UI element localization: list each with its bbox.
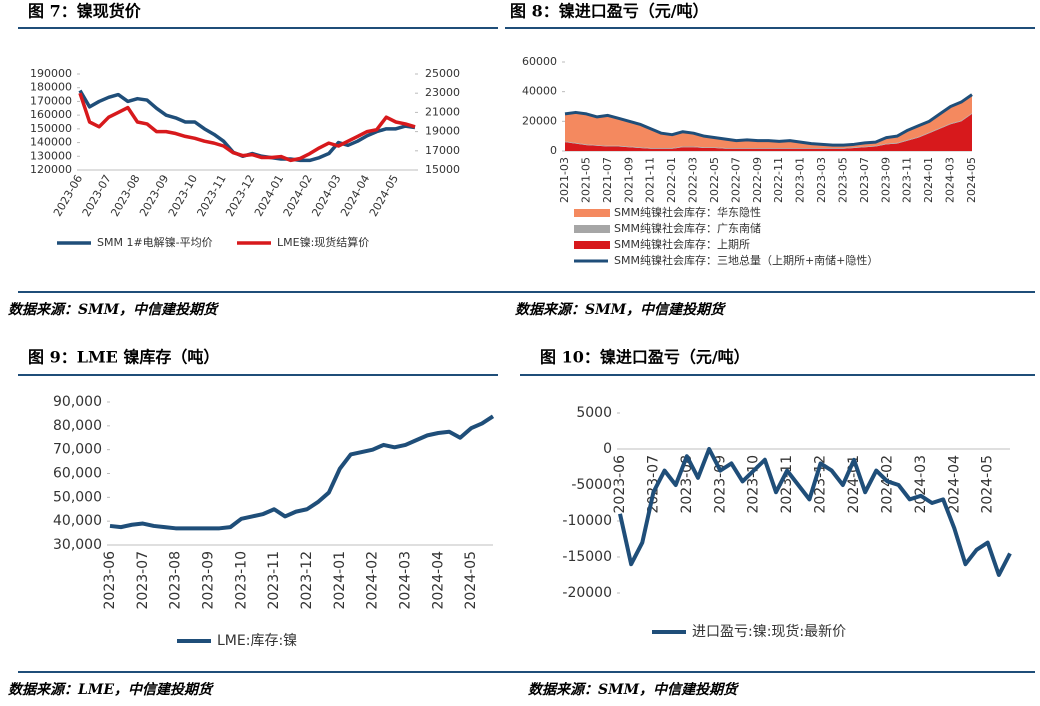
- chart-title: 图 8：镍进口盈亏（元/吨）: [510, 2, 709, 21]
- x-tick-label: 2024-02: [879, 455, 895, 514]
- chart-title: 图 10：镍进口盈亏（元/吨）: [540, 348, 750, 367]
- y-tick-label: 150000: [30, 122, 72, 135]
- x-tick-label: 2023-01: [794, 157, 807, 203]
- legend-label: SMM纯镍社会库存：三地总量（上期所+南储+隐性）: [614, 253, 878, 267]
- x-tick-label: 2024-05: [463, 551, 479, 610]
- x-tick-label: 2024-04: [946, 455, 962, 514]
- legend-label: 进口盈亏:镍:现货:最新价: [692, 623, 846, 640]
- legend-label: SMM纯镍社会库存：华东隐性: [614, 205, 761, 219]
- y-tick-label: 70,000: [53, 442, 102, 458]
- y-tick-label: 40000: [522, 85, 557, 98]
- x-tick-label: 2023-11: [779, 455, 795, 514]
- x-tick-label: 2023-06: [102, 551, 118, 610]
- source: 数据来源：SMM，中信建投期货: [528, 681, 739, 698]
- chart-title: 图 7：镍现货价: [28, 2, 142, 21]
- x-tick-label: 2022-01: [665, 157, 678, 203]
- area: [565, 113, 972, 151]
- y-tick-label: -20000: [562, 585, 612, 601]
- x-tick-label: 2023-12: [299, 551, 315, 610]
- x-tick-label: 2021-05: [579, 157, 592, 203]
- x-tick-label: 2021-09: [622, 157, 635, 203]
- line: [618, 447, 1012, 577]
- x-tick-label: 2023-07: [645, 455, 661, 514]
- x-tick-label: 2024-05: [965, 157, 978, 203]
- line: [78, 92, 416, 163]
- y-tick-label: 0: [603, 441, 612, 457]
- x-tick-label: 2023-11: [901, 157, 914, 203]
- x-tick-label: 2023-10: [233, 551, 249, 610]
- x-tick-label: 2022-07: [729, 157, 742, 203]
- x-tick-label: 2023-05: [836, 157, 849, 203]
- y-tick-label: 60000: [522, 55, 557, 68]
- x-tick-label: 2021-11: [644, 157, 657, 203]
- x-tick-label: 2023-09: [200, 551, 216, 610]
- chart-title: 图 9：LME 镍库存（吨）: [28, 348, 219, 367]
- source: 数据来源：SMM，中信建投期货: [8, 301, 219, 318]
- y-tick-label: 160000: [30, 108, 72, 121]
- y-tick-label: 60,000: [53, 466, 102, 482]
- x-tick-label: 2024-03: [397, 551, 413, 610]
- x-tick-label: 2023-07: [858, 157, 871, 203]
- x-tick-label: 2021-07: [601, 157, 614, 203]
- y-tick-label: -10000: [562, 513, 612, 529]
- line: [109, 414, 495, 531]
- y-tick-label: 190000: [30, 67, 72, 80]
- y-tick-label: 130000: [30, 149, 72, 162]
- y-tick-label: 0: [550, 144, 557, 157]
- y-tick-label: 40,000: [53, 513, 102, 529]
- y-tick-label: 17000: [425, 144, 460, 157]
- x-tick-label: 2024-03: [944, 157, 957, 203]
- x-tick-label: 2023-07: [135, 551, 151, 610]
- x-tick-label: 2024-01: [922, 157, 935, 203]
- x-tick-label: 2024-03: [913, 455, 929, 514]
- x-tick-label: 2023-08: [168, 551, 184, 610]
- y-tick-label: 120000: [30, 163, 72, 176]
- x-tick-label: 2023-06: [612, 455, 628, 514]
- legend-label: SMM纯镍社会库存：广东南储: [614, 221, 761, 235]
- y-tick-label: 21000: [425, 105, 460, 118]
- y-tick-label: 80,000: [53, 418, 102, 434]
- x-tick-label: 2023-10: [746, 455, 762, 514]
- y-tick-label: 170000: [30, 94, 72, 107]
- y-tick-label: 20000: [522, 114, 557, 127]
- y-tick-label: 140000: [30, 136, 72, 149]
- y-tick-label: 25000: [425, 67, 460, 80]
- y-tick-label: -15000: [562, 549, 612, 565]
- line: [564, 93, 973, 147]
- legend-swatch: [574, 241, 610, 249]
- legend-label: LME:库存:镍: [217, 633, 297, 649]
- legend-swatch: [574, 209, 610, 217]
- y-tick-label: 5000: [576, 405, 612, 421]
- y-tick-label: 19000: [425, 125, 460, 138]
- y-tick-label: 50,000: [53, 489, 102, 505]
- x-tick-label: 2024-05: [980, 455, 996, 514]
- x-tick-label: 2022-03: [687, 157, 700, 203]
- legend-label: LME镍:现货结算价: [277, 235, 369, 249]
- y-tick-label: 90,000: [53, 394, 102, 410]
- x-tick-label: 2023-03: [815, 157, 828, 203]
- y-tick-label: 180000: [30, 81, 72, 94]
- y-tick-label: 23000: [425, 86, 460, 99]
- x-tick-label: 2023-09: [879, 157, 892, 203]
- x-tick-label: 2024-04: [430, 551, 446, 610]
- source: 数据来源：LME，中信建投期货: [8, 681, 214, 698]
- x-tick-label: 2024-02: [365, 551, 381, 610]
- x-tick-label: 2022-09: [751, 157, 764, 203]
- y-tick-label: -5000: [571, 477, 612, 493]
- source: 数据来源：SMM，中信建投期货: [515, 301, 726, 318]
- legend-label: SMM纯镍社会库存：上期所: [614, 237, 750, 251]
- legend-swatch: [574, 225, 610, 233]
- y-tick-label: 15000: [425, 163, 460, 176]
- y-tick-label: 30,000: [53, 537, 102, 553]
- x-tick-label: 2024-01: [332, 551, 348, 610]
- x-tick-label: 2022-05: [708, 157, 721, 203]
- x-tick-label: 2022-11: [772, 157, 785, 203]
- legend-label: SMM 1#电解镍-平均价: [97, 235, 213, 249]
- x-tick-label: 2023-11: [266, 551, 282, 610]
- x-tick-label: 2021-03: [558, 157, 571, 203]
